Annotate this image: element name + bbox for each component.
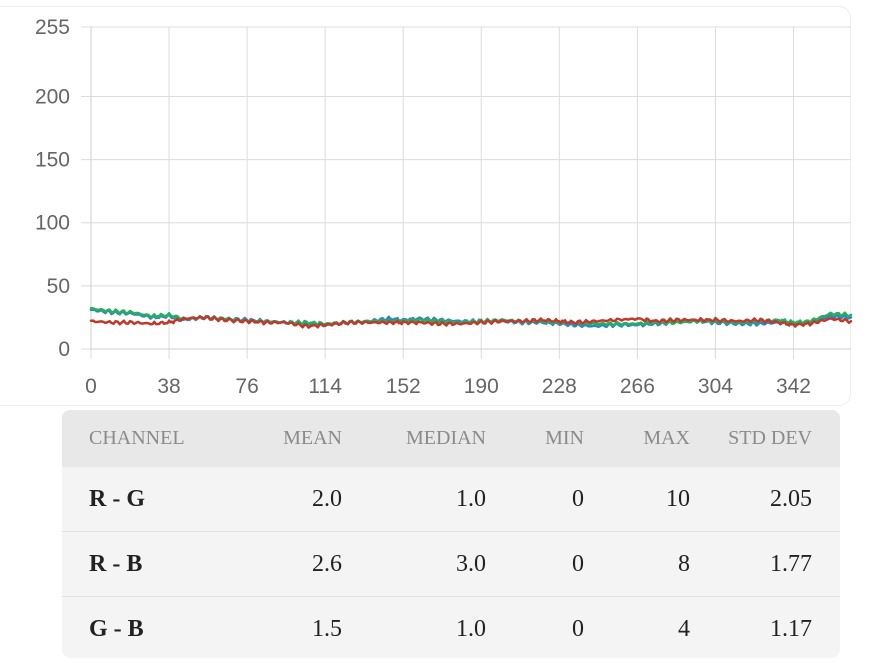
header-mean: MEAN (283, 427, 342, 449)
x-tick-label: 190 (464, 375, 499, 398)
grid (81, 26, 851, 359)
cell-std-dev: 1.77 (690, 531, 840, 597)
cell-median: 1.0 (342, 596, 486, 658)
cell-median: 1.0 (456, 485, 486, 512)
cell-channel: R - G (89, 485, 145, 512)
cell-max: 8 (584, 531, 690, 597)
cell-channel: G - B (62, 596, 239, 658)
x-tick-label: 342 (776, 375, 811, 398)
series-lines (89, 306, 853, 329)
stats-header-row: CHANNEL MEAN MEDIAN MIN MAX STD DEV (62, 410, 840, 467)
x-tick-label: 0 (85, 375, 97, 398)
chart-panel (0, 6, 851, 406)
axes (90, 27, 851, 350)
cell-mean: 2.0 (312, 485, 342, 512)
stats-table-card: CHANNEL MEAN MEDIAN MIN MAX STD DEV R - … (62, 410, 840, 658)
y-tick-label: 255 (35, 16, 70, 39)
header-channel: CHANNEL (89, 427, 185, 449)
header-min: MIN (545, 427, 584, 449)
stats-table: CHANNEL MEAN MEDIAN MIN MAX STD DEV R - … (62, 410, 840, 658)
channel-difference-chart: 0 50 100 150 200 255 0 38 76 114 152 190 228 266 304 34… (35, 16, 853, 398)
cell-max: 4 (584, 596, 690, 658)
table-row: R - G 2.0 1.0 0 10 2.05 (62, 467, 840, 532)
series-line (89, 315, 853, 329)
cell-mean: 2.6 (239, 531, 342, 597)
y-tick-label: 150 (35, 149, 70, 172)
cell-min: 0 (486, 596, 584, 658)
header-max: MAX (643, 427, 690, 449)
y-tick-label: 100 (35, 212, 70, 235)
cell-std-dev: 2.05 (770, 485, 812, 512)
header-std-dev: STD DEV (728, 427, 812, 449)
cell-min: 0 (486, 531, 584, 597)
x-tick-label: 76 (235, 375, 258, 398)
table-row: G - B 1.5 1.0 0 4 1.17 (62, 596, 840, 658)
y-tick-label: 50 (47, 275, 70, 298)
cell-mean: 1.5 (239, 596, 342, 658)
header-median: MEDIAN (406, 427, 486, 449)
x-tick-label: 266 (620, 375, 655, 398)
cell-max: 10 (666, 485, 690, 512)
x-tick-label: 304 (698, 375, 733, 398)
y-tick-label: 200 (35, 85, 70, 108)
x-tick-label: 38 (157, 375, 180, 398)
tick-labels: 0 50 100 150 200 255 0 38 76 114 152 190 228 266 304 34… (35, 16, 811, 398)
cell-median: 3.0 (342, 531, 486, 597)
y-tick-label: 0 (58, 338, 70, 361)
cell-std-dev: 1.17 (690, 596, 840, 658)
x-tick-label: 228 (542, 375, 577, 398)
cell-min: 0 (572, 485, 584, 512)
cell-channel: R - B (62, 531, 239, 597)
x-tick-label: 152 (386, 375, 421, 398)
table-row: R - B 2.6 3.0 0 8 1.77 (62, 531, 840, 597)
x-tick-label: 114 (308, 375, 342, 398)
